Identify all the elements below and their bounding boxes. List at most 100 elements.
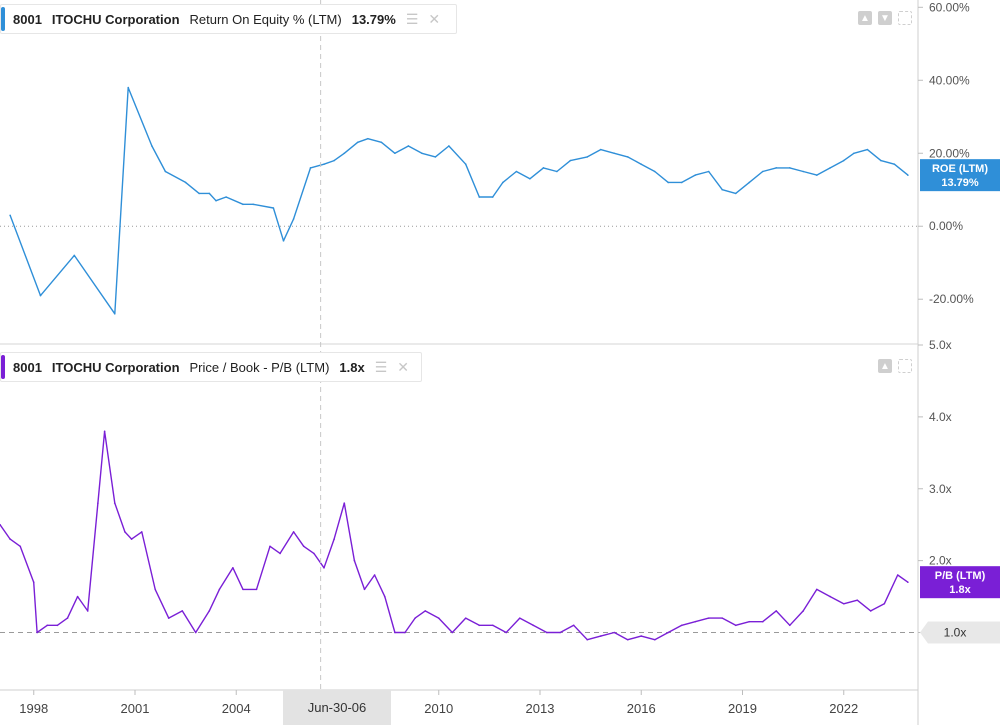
roe-data-point [653,170,656,173]
roe-data-point [333,159,335,162]
roe-accent-bar [1,7,5,31]
crosshair-date-label: Jun-30-06 [283,690,391,725]
x-tick-label: 1998 [19,701,48,716]
pb-data-point [103,430,106,433]
pb-last-value: 1.8x [339,359,365,375]
pb-data-point [124,531,126,533]
pb-data-point [373,574,376,576]
pb-data-point [113,502,116,504]
pb-data-point [856,599,859,601]
move-down-icon[interactable]: ▼ [878,11,892,25]
pb-company: ITOCHU Corporation [51,359,180,375]
roe-data-point [775,167,778,169]
pb-data-point [734,624,737,627]
pb-value-badge: P/B (LTM) 1.8x [920,566,1000,599]
x-tick-label: 2004 [222,701,251,716]
pb-data-point [56,624,59,627]
roe-data-point [242,203,244,206]
roe-data-point [907,174,909,176]
pb-data-point [36,631,38,634]
pb-data-point [154,588,157,591]
pb-data-point [404,631,406,634]
roe-legend-header[interactable]: 8001 ITOCHU Corporation Return On Equity… [0,4,457,34]
roe-data-points [9,86,909,315]
move-up-icon[interactable]: ▲ [858,11,872,25]
x-tick-label: 2019 [728,701,757,716]
roe-data-point [343,152,346,155]
roe-y-tick-label: 20.00% [929,146,970,160]
roe-data-point [113,313,116,315]
roe-y-tick-label: 40.00% [929,73,970,87]
x-tick-label: 2010 [424,701,453,716]
roe-data-point [434,156,437,158]
roe-data-point [853,152,855,155]
pb-accent-bar [1,355,5,379]
pb-data-point [896,574,899,576]
pb-data-point [383,595,386,598]
pb-data-point [680,624,683,627]
pb-ticker: 8001 [13,359,42,375]
pb-data-point [626,638,629,641]
pb-data-point [279,552,281,555]
pb-data-point [842,602,845,605]
roe-data-point [282,240,285,242]
roe-badge-title: ROE (LTM) [932,163,988,175]
pb-data-point [775,610,778,612]
roe-data-point [529,177,531,180]
pb-data-point [478,624,481,627]
pb-data-point [613,631,616,634]
pb-reference-badge-bg [920,621,1000,644]
pb-data-point [32,581,35,583]
roe-data-point [866,148,869,151]
roe-badge-bg [920,159,1000,192]
pb-data-point [829,595,832,598]
pb-data-point [232,567,234,569]
pb-badge-bg [920,566,1000,599]
pb-data-point [0,523,1,526]
pb-data-point [815,588,818,591]
pb-data-point [269,545,271,548]
roe-data-point [842,159,845,162]
move-up-icon[interactable]: ▲ [878,359,892,373]
layers-icon[interactable]: ☰ [374,358,388,375]
pb-data-point [802,610,805,612]
roe-data-point [640,163,643,166]
roe-data-point [323,163,325,166]
pb-legend-header[interactable]: 8001 ITOCHU Corporation Price / Book - P… [0,352,422,382]
roe-data-point [252,203,254,206]
roe-data-point [491,196,494,198]
roe-data-point [667,181,670,184]
pb-data-point [9,538,11,540]
roe-data-point [680,181,683,184]
pb-data-point [883,602,886,605]
roe-data-point [556,170,558,173]
pb-data-point [559,631,562,634]
pb-data-point [907,581,909,583]
expand-icon[interactable] [898,11,912,25]
roe-data-point [721,188,724,191]
x-tick-label: 2001 [121,701,150,716]
roe-data-point [356,141,359,144]
roe-data-point [586,156,589,158]
pb-data-point [130,538,133,540]
roe-data-point [599,148,602,151]
roe-data-point [309,167,312,169]
close-icon[interactable]: ✕ [397,358,409,375]
roe-y-tick-label: 60.00% [929,0,970,14]
pb-data-point [242,588,244,591]
roe-data-point [151,145,153,147]
roe-data-point [707,170,710,173]
pb-data-point [97,502,99,504]
pb-panel-controls: ▲ [878,359,912,373]
roe-data-point [613,152,616,155]
expand-icon[interactable] [898,359,912,373]
close-icon[interactable]: ✕ [428,10,441,27]
pb-data-point [451,631,454,634]
pb-y-tick-label: 3.0x [929,482,952,496]
roe-data-point [39,294,42,297]
layers-icon[interactable]: ☰ [405,10,419,27]
pb-data-point [343,502,346,504]
roe-y-tick-label: 0.00% [929,219,963,233]
pb-y-tick-label: 4.0x [929,410,952,424]
roe-panel-controls: ▲ ▼ [858,11,912,25]
